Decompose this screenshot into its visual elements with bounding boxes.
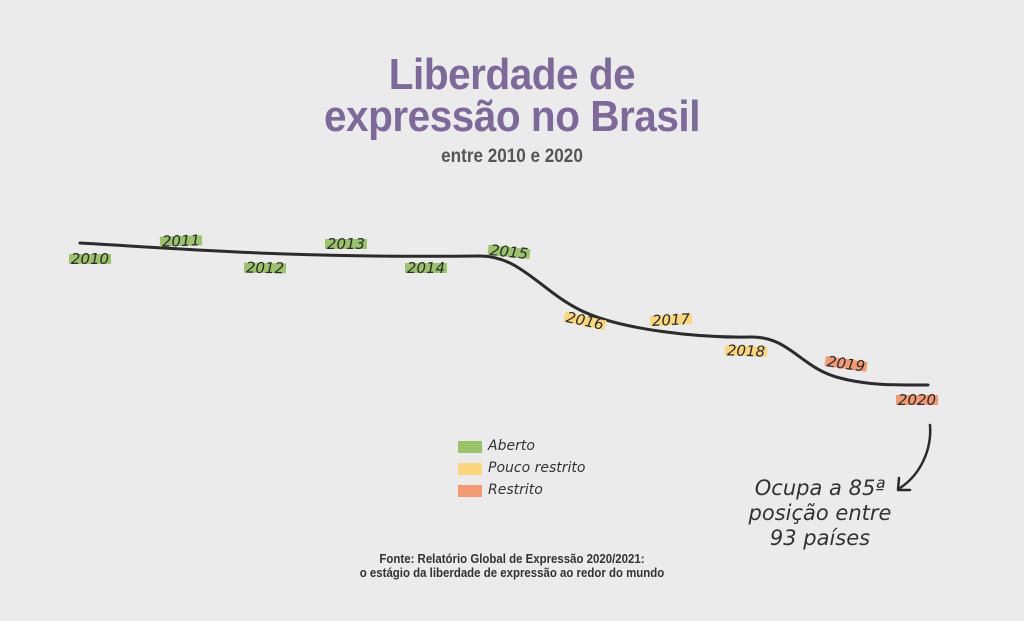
year-text: 2012 [246, 259, 284, 278]
year-text: 2014 [407, 259, 445, 277]
year-label-2018: 2018 [724, 341, 768, 361]
year-text: 2017 [651, 310, 691, 330]
year-label-2012: 2012 [243, 259, 287, 278]
year-label-2019: 2019 [824, 352, 868, 376]
legend-swatch-aberto [458, 441, 482, 453]
legend-label: Pouco restrito [488, 460, 586, 476]
annotation-line: 93 países [769, 526, 871, 550]
annotation-line: Ocupa a 85ª [754, 476, 886, 500]
chart-subtitle: entre 2010 e 2020 [441, 146, 583, 167]
year-text: 2018 [727, 341, 766, 360]
legend-swatch-restrito [458, 485, 482, 497]
legend: Aberto Pouco restrito Restrito [458, 438, 658, 504]
year-highlight [69, 254, 111, 264]
year-highlight [563, 311, 607, 331]
year-highlight [243, 262, 287, 274]
legend-label: Restrito [488, 482, 543, 498]
year-label-2014: 2014 [405, 259, 447, 277]
year-labels: 2010 2011 2012 2013 2014 2015 2016 2017 2018 2019… [69, 231, 938, 409]
year-text: 2013 [327, 235, 365, 253]
year-text: 2020 [898, 391, 936, 409]
year-text: 2011 [162, 231, 201, 250]
year-label-2015: 2015 [487, 241, 531, 263]
chart-title-line2: expressão no Brasil [323, 92, 700, 141]
source-line: Fonte: Relatório Global de Expressão 202… [379, 551, 645, 566]
annotation-line: posição entre [748, 501, 892, 525]
year-text: 2010 [71, 250, 109, 268]
year-label-2017: 2017 [649, 310, 693, 330]
year-highlight [159, 235, 203, 247]
source-line: o estágio da liberdade de expressão ao r… [359, 565, 665, 580]
year-text: 2015 [489, 241, 529, 263]
arrow-head-icon [896, 476, 912, 492]
year-label-2016: 2016 [563, 308, 607, 334]
year-highlight [649, 313, 693, 327]
year-label-2010: 2010 [69, 250, 111, 268]
year-highlight [325, 239, 367, 249]
year-text: 2019 [826, 352, 866, 375]
legend-label: Aberto [488, 438, 535, 454]
year-highlight [724, 345, 768, 357]
legend-swatch-pouco-restrito [458, 463, 482, 475]
year-text: 2016 [564, 308, 605, 334]
trend-line [78, 241, 930, 387]
year-highlight [896, 395, 938, 405]
year-label-2013: 2013 [325, 235, 367, 253]
legend-item-pouco-restrito: Pouco restrito [458, 460, 658, 482]
chart-title-line1: Liberdade de [388, 50, 636, 99]
year-highlight [487, 244, 531, 260]
ranking-annotation: Ocupa a 85ª posição entre 93 países [720, 476, 920, 551]
arrow-curve [898, 423, 932, 490]
legend-item-restrito: Restrito [458, 482, 658, 504]
year-label-2020: 2020 [896, 391, 938, 409]
year-highlight [405, 263, 447, 273]
year-highlight [824, 356, 868, 372]
year-label-2011: 2011 [159, 231, 203, 251]
legend-item-aberto: Aberto [458, 438, 658, 460]
source-credit: Fonte: Relatório Global de Expressão 202… [61, 552, 962, 580]
